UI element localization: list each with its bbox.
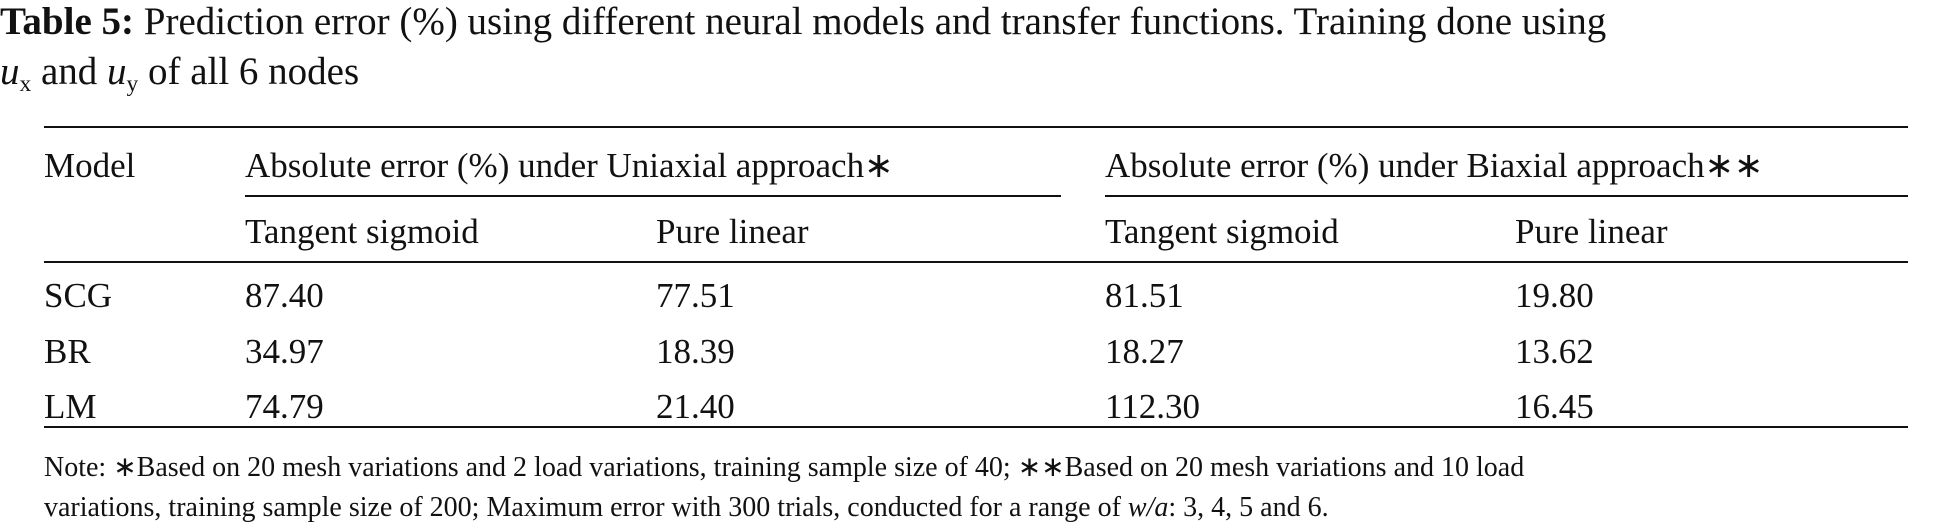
caption-text: and <box>40 50 98 93</box>
subheader: Tangent sigmoid <box>245 212 479 251</box>
cell: 13.62 <box>1515 331 1594 371</box>
model-header: Model <box>44 146 136 185</box>
cell: 87.40 <box>245 276 324 315</box>
note-text: Note: ∗Based on 20 mesh variations and 2… <box>44 452 1525 483</box>
caption-line: ux and uy of all 6 nodes <box>0 50 360 96</box>
caption-text: of all 6 nodes <box>147 50 360 93</box>
cell: 21.40 <box>656 387 735 426</box>
cell: 77.51 <box>656 276 735 315</box>
group-header: Absolute error (%) under Biaxial approac… <box>1105 146 1764 185</box>
subheader: Pure linear <box>1515 212 1668 251</box>
note-text: : 3, 4, 5 and 6. <box>1168 492 1329 523</box>
row-label: SCG <box>44 276 113 315</box>
caption-label: Table 5: <box>0 0 135 43</box>
group-rule <box>245 195 1061 197</box>
row-label: BR <box>44 331 91 371</box>
group-header: Absolute error (%) under Uniaxial approa… <box>245 146 894 185</box>
cell: 81.51 <box>1105 276 1184 315</box>
cell: 34.97 <box>245 331 324 371</box>
cell: 18.27 <box>1105 331 1184 371</box>
top-rule <box>44 126 1908 128</box>
group-rule <box>1105 195 1908 197</box>
caption-sub: x <box>19 71 32 98</box>
cell: 112.30 <box>1105 387 1200 426</box>
caption-line: Table 5: Prediction error (%) using diff… <box>0 2 1606 41</box>
caption-var: u <box>0 50 20 93</box>
caption-var: u <box>107 50 127 93</box>
subheader: Tangent sigmoid <box>1105 212 1339 251</box>
caption-text: Prediction error (%) using different neu… <box>143 0 1607 43</box>
row-label: LM <box>44 387 97 426</box>
note-var: w/a <box>1127 492 1169 523</box>
mid-rule <box>44 261 1908 263</box>
note-text: variations, training sample size of 200;… <box>44 492 1121 523</box>
cell: 18.39 <box>656 331 735 371</box>
subheader: Pure linear <box>656 212 809 251</box>
cell: 74.79 <box>245 387 324 426</box>
note-line: variations, training sample size of 200;… <box>44 494 1329 522</box>
cell: 19.80 <box>1515 276 1594 315</box>
note-line: Note: ∗Based on 20 mesh variations and 2… <box>44 454 1524 482</box>
caption-sub: y <box>126 71 139 98</box>
bottom-rule <box>44 426 1908 428</box>
cell: 16.45 <box>1515 387 1594 426</box>
